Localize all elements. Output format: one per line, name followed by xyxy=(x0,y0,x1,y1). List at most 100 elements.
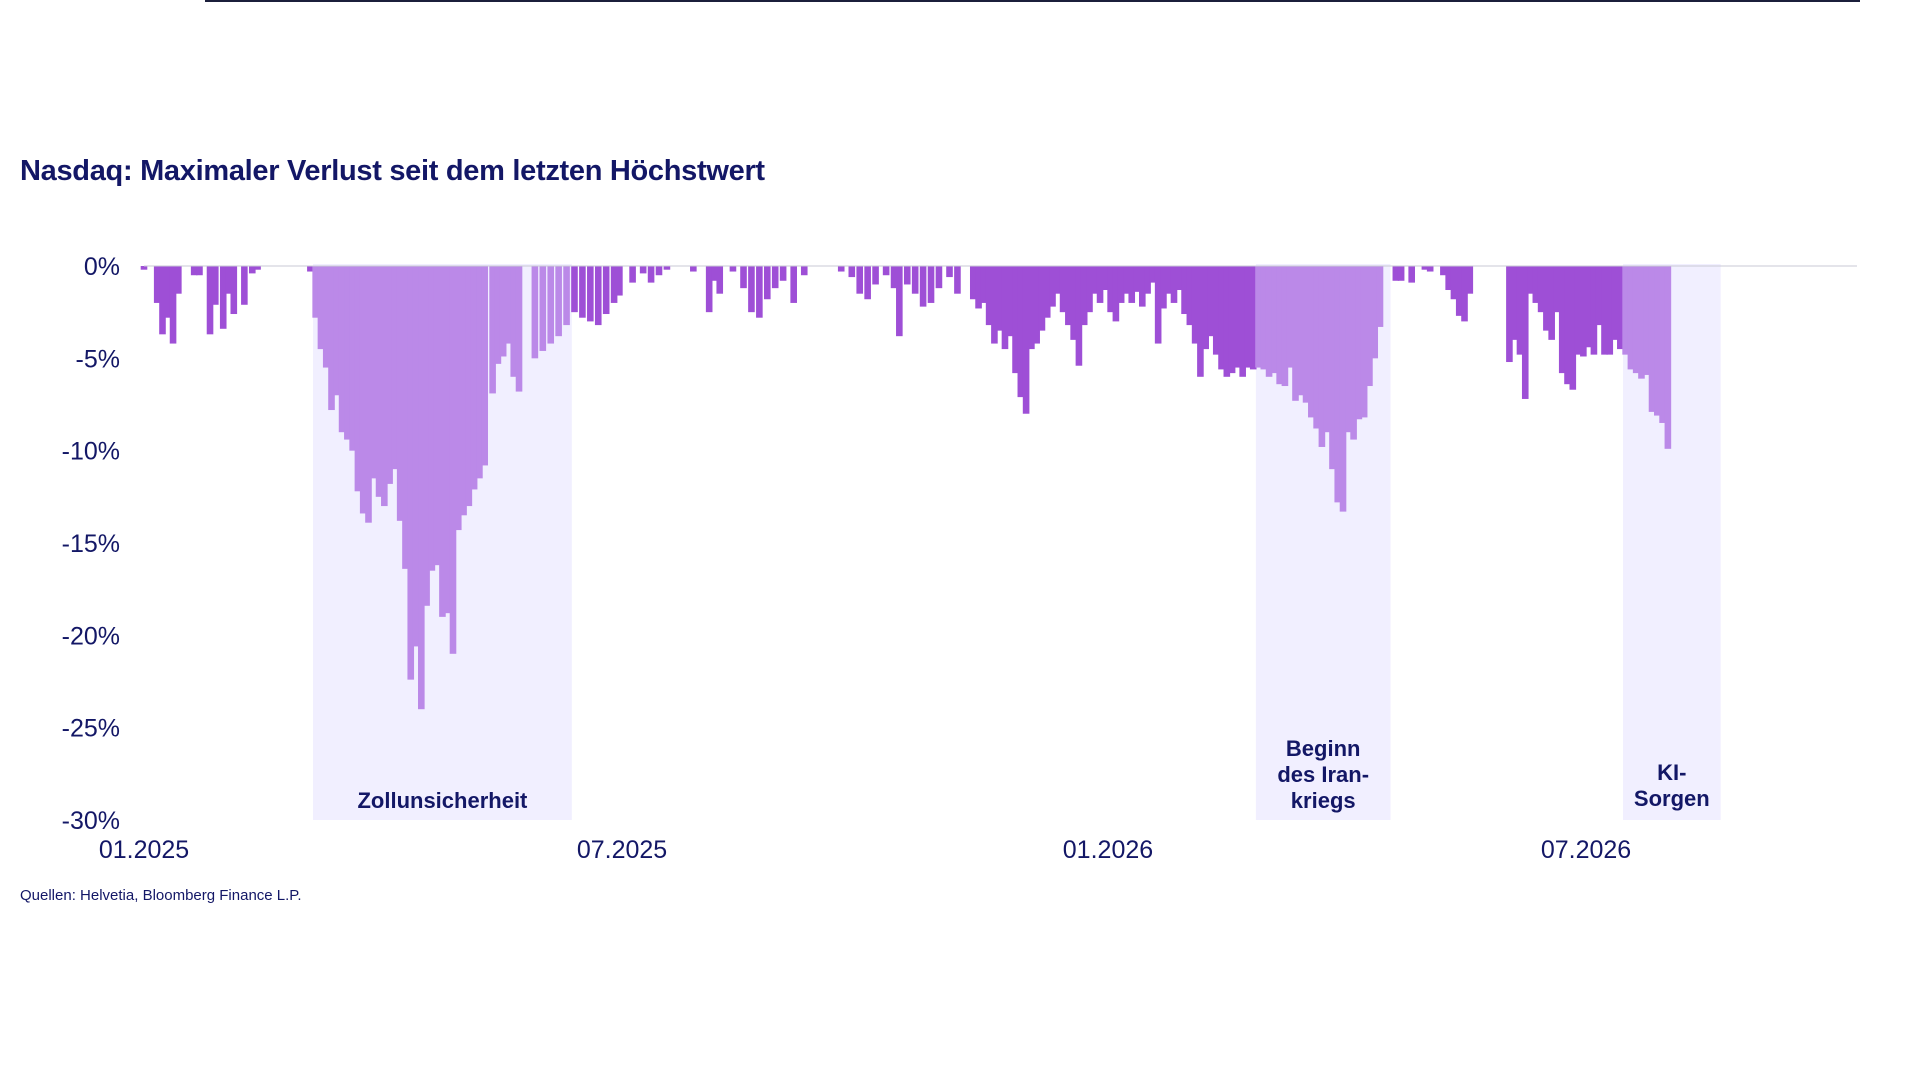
bar-213 xyxy=(1622,266,1629,355)
bar-179 xyxy=(1376,266,1384,327)
bar-210 xyxy=(1606,266,1614,355)
bar-200 xyxy=(1553,266,1561,313)
bar-22 xyxy=(333,266,341,396)
bar-49 xyxy=(476,266,483,479)
bar-220 xyxy=(1659,266,1666,423)
bar-156 xyxy=(1255,266,1262,368)
bar-188 xyxy=(1455,266,1463,316)
bar-115 xyxy=(1038,266,1046,331)
bar-61 xyxy=(563,266,570,326)
bar-65 xyxy=(594,266,602,326)
bar-164 xyxy=(1297,266,1305,396)
x-tick-label: 07.2025 xyxy=(577,836,667,864)
bar-66 xyxy=(602,266,610,315)
bar-48 xyxy=(470,266,478,490)
bar-203 xyxy=(1569,266,1577,390)
bar-33 xyxy=(391,266,399,470)
bar-199 xyxy=(1548,266,1555,340)
bar-38 xyxy=(418,266,425,710)
bar-93 xyxy=(890,266,898,289)
bar-137 xyxy=(1154,266,1162,344)
bar-198 xyxy=(1543,266,1550,331)
bar-218 xyxy=(1648,266,1656,412)
y-tick-label: -30% xyxy=(62,807,120,835)
bar-106 xyxy=(991,266,998,344)
bar-98 xyxy=(927,266,935,303)
bar-44 xyxy=(449,266,457,654)
bar-42 xyxy=(439,266,446,617)
bar-169 xyxy=(1323,266,1331,433)
bar-91 xyxy=(872,266,879,285)
bar-209 xyxy=(1601,266,1608,355)
bar-47 xyxy=(465,266,473,507)
bar-144 xyxy=(1191,266,1199,344)
bar-161 xyxy=(1281,266,1289,387)
bar-215 xyxy=(1632,266,1640,374)
bar-139 xyxy=(1165,266,1173,294)
bar-134 xyxy=(1139,266,1146,307)
bar-18 xyxy=(312,266,319,318)
bar-74 xyxy=(690,266,697,272)
bar-123 xyxy=(1080,266,1088,326)
bar-86 xyxy=(800,266,808,276)
period-labels: Zollunsicherheit Beginn des Iran-kriegs KI-… xyxy=(357,736,1709,813)
bar-211 xyxy=(1611,266,1619,340)
bar-17 xyxy=(307,266,314,272)
bar-70 xyxy=(639,266,647,274)
bar-45 xyxy=(454,266,462,531)
bar-67 xyxy=(610,266,618,303)
bar-178 xyxy=(1371,266,1379,359)
x-tick-label: 07.2026 xyxy=(1541,836,1631,864)
axes: 0% -5% -10% -15% -20% -25% -30%01.2025 07.2025 0… xyxy=(62,253,1857,864)
bar-148 xyxy=(1212,266,1220,355)
bar-27 xyxy=(359,266,367,514)
bar-19 xyxy=(317,266,325,350)
bar-119 xyxy=(1059,266,1067,313)
bar-15 xyxy=(248,266,256,274)
bar-57 xyxy=(531,266,539,359)
bar-108 xyxy=(1001,266,1009,350)
bar-154 xyxy=(1244,266,1252,368)
bar-13 xyxy=(230,266,238,315)
bar-196 xyxy=(1532,266,1540,303)
bar-5 xyxy=(169,266,177,344)
bar-107 xyxy=(996,266,1003,331)
bar-172 xyxy=(1339,266,1347,512)
bar-124 xyxy=(1086,266,1093,313)
bar-135 xyxy=(1144,266,1151,294)
bar-181 xyxy=(1397,266,1405,281)
bar-76 xyxy=(711,266,718,281)
bar-205 xyxy=(1580,266,1587,357)
bar-166 xyxy=(1308,266,1315,418)
source-note: Quellen: Helvetia, Bloomberg Finance L.P… xyxy=(20,887,302,904)
bar-192 xyxy=(1511,266,1518,340)
bar-94 xyxy=(896,266,903,337)
y-tick-label: 0% xyxy=(84,253,120,281)
bar-77 xyxy=(716,266,724,294)
bar-6 xyxy=(175,266,182,294)
y-tick-label: -20% xyxy=(62,622,120,650)
bar-184 xyxy=(1426,266,1434,272)
bar-112 xyxy=(1022,266,1030,414)
bar-149 xyxy=(1218,266,1225,370)
bar-37 xyxy=(412,266,420,647)
bar-52 xyxy=(494,266,502,364)
bar-136 xyxy=(1149,266,1157,283)
bar-173 xyxy=(1345,266,1352,433)
bar-206 xyxy=(1585,266,1592,348)
bar-191 xyxy=(1506,266,1513,363)
period-label-2: Beginn des Iran-kriegs xyxy=(1277,736,1369,813)
bar-185 xyxy=(1440,266,1447,276)
bar-43 xyxy=(444,266,452,614)
bar-177 xyxy=(1366,266,1373,387)
bar-194 xyxy=(1521,266,1529,399)
bar-118 xyxy=(1054,266,1062,294)
bar-117 xyxy=(1049,266,1056,307)
bar-187 xyxy=(1450,266,1458,300)
bar-23 xyxy=(338,266,346,433)
bar-68 xyxy=(616,266,623,296)
bar-104 xyxy=(980,266,988,303)
bar-10 xyxy=(212,266,219,305)
bar-160 xyxy=(1276,266,1283,385)
bar-4 xyxy=(164,266,172,318)
